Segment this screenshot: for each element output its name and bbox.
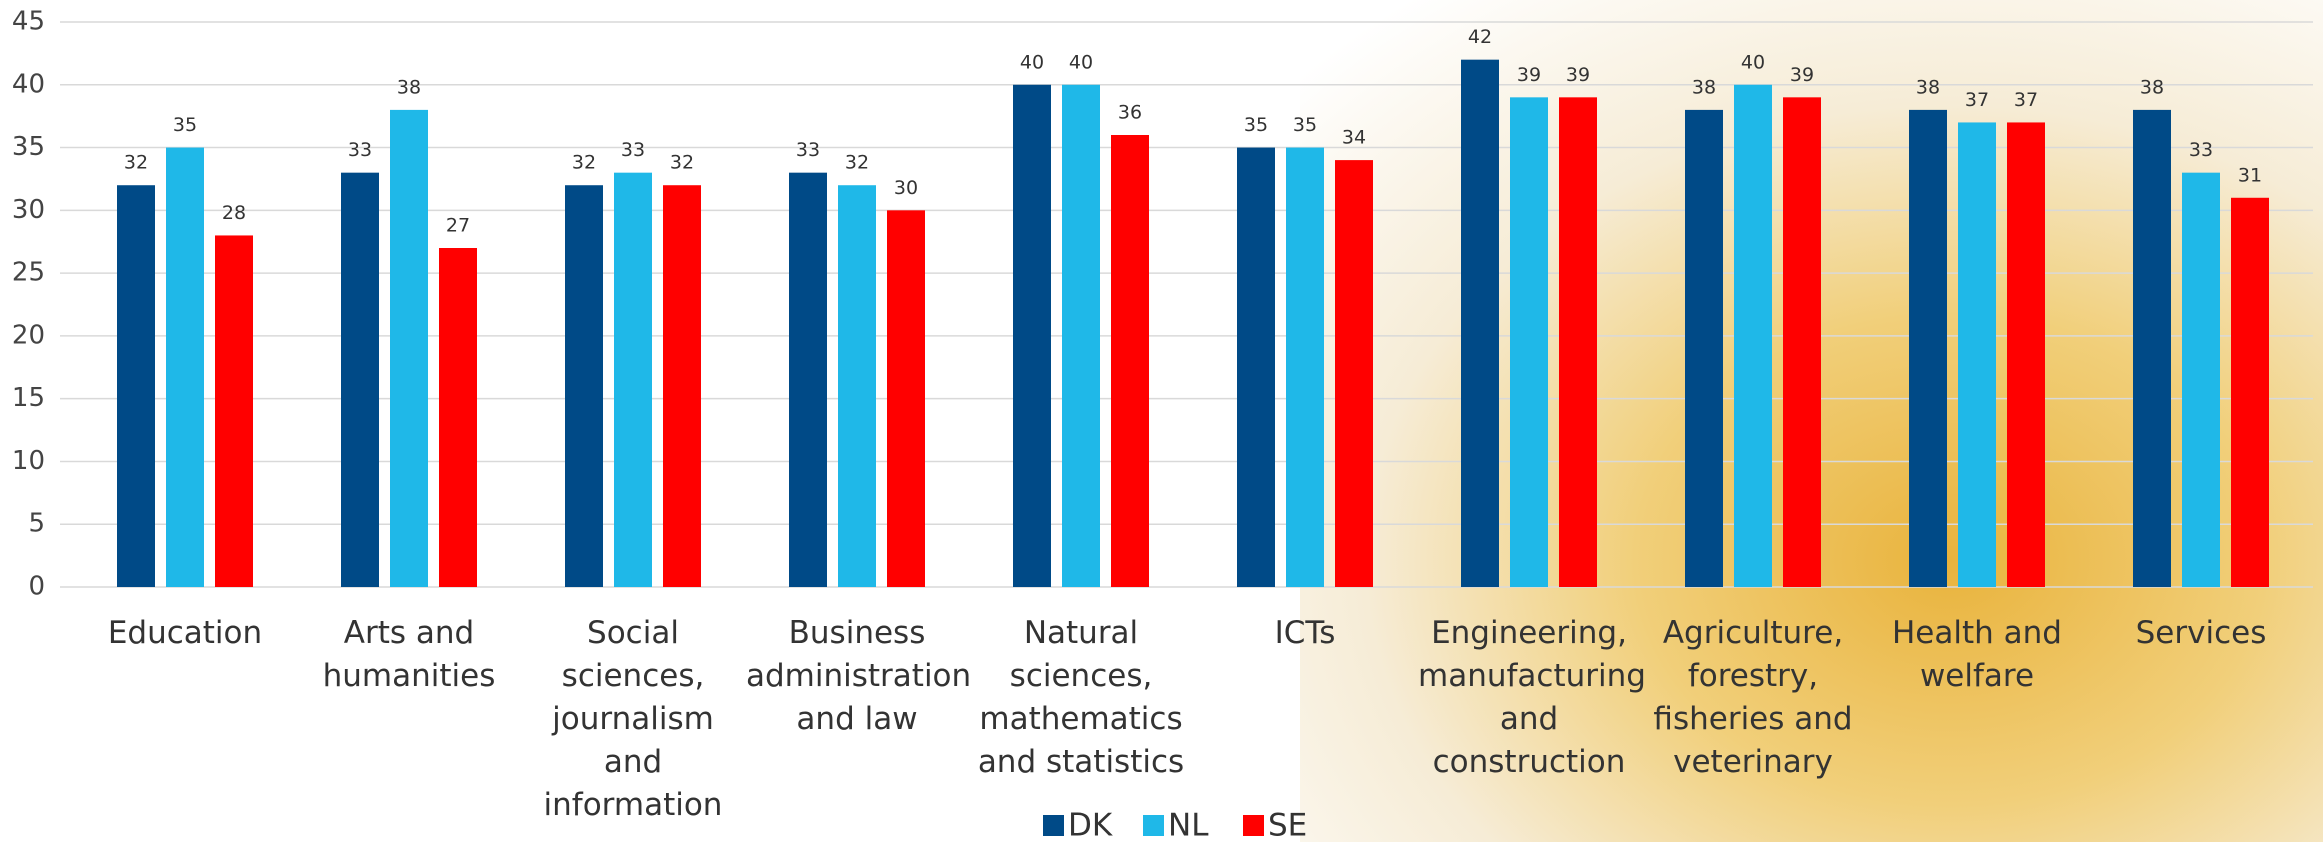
value-label: 37 [1965,89,1989,111]
bar [2133,110,2171,587]
bar [166,148,204,587]
bar [2182,173,2220,587]
y-tick-label: 20 [12,320,45,350]
x-tick-label: Health and welfare [1866,612,2088,698]
value-label: 39 [1566,64,1590,86]
x-tick-label: Services [2090,612,2312,655]
value-label: 38 [1916,76,1940,98]
value-label: 35 [1293,114,1317,136]
bar [1734,85,1772,587]
bar [2231,198,2269,587]
x-tick-label: Business administration and law [746,612,968,741]
bar [1111,135,1149,587]
value-label: 28 [222,202,246,224]
x-tick-label: Education [74,612,296,655]
value-label: 32 [572,152,596,174]
y-tick-label: 30 [12,195,45,225]
value-label: 35 [173,114,197,136]
value-label: 32 [670,152,694,174]
bar [1062,85,1100,587]
value-label: 40 [1741,51,1765,73]
bar [439,248,477,587]
y-tick-label: 10 [12,446,45,476]
bar [2007,122,2045,587]
y-tick-label: 40 [12,69,45,99]
value-label: 33 [2189,139,2213,161]
x-tick-label: Arts and humanities [298,612,520,698]
legend-swatch [1143,815,1164,836]
value-label: 38 [397,76,421,98]
legend-swatch [1043,815,1064,836]
value-label: 40 [1020,51,1044,73]
bar [1559,97,1597,587]
y-tick-label: 15 [12,383,45,413]
bar [1783,97,1821,587]
bar [215,235,253,587]
y-tick-label: 45 [12,7,45,37]
value-label: 32 [124,152,148,174]
value-label: 33 [796,139,820,161]
value-label: 31 [2238,164,2262,186]
bar [1335,160,1373,587]
bar [663,185,701,587]
legend-swatch [1243,815,1264,836]
x-tick-label: Natural sciences, mathematics and statis… [970,612,1192,784]
value-label: 38 [2140,76,2164,98]
bar [1013,85,1051,587]
bar [565,185,603,587]
legend-label: NL [1168,808,1209,842]
value-label: 34 [1342,127,1366,149]
bar [1958,122,1996,587]
bar [1461,60,1499,587]
bar [1909,110,1947,587]
bar [390,110,428,587]
value-label: 35 [1244,114,1268,136]
y-tick-label: 0 [28,572,45,602]
legend-label: DK [1068,808,1113,842]
legend-label: SE [1268,808,1307,842]
bar [1510,97,1548,587]
y-tick-label: 25 [12,258,45,288]
x-tick-label: Social sciences, journalism and informat… [522,612,744,827]
x-tick-label: ICTs [1194,612,1416,655]
bar [1685,110,1723,587]
bar [1237,148,1275,587]
bar [117,185,155,587]
value-label: 37 [2014,89,2038,111]
value-label: 30 [894,177,918,199]
bar [887,210,925,587]
bar [838,185,876,587]
bar [341,173,379,587]
value-label: 38 [1692,76,1716,98]
value-label: 40 [1069,51,1093,73]
x-tick-label: Agriculture, forestry, fisheries and vet… [1642,612,1864,784]
bar [789,173,827,587]
value-label: 33 [348,139,372,161]
value-label: 32 [845,152,869,174]
chart: 0 5 10 15 20 25 30 35 40 45 32 35 28 33 38 27 32 33 32 33 32… [0,0,2323,842]
y-tick-label: 5 [28,509,45,539]
bar [614,173,652,587]
value-label: 27 [446,215,470,237]
value-label: 42 [1468,26,1492,48]
value-label: 33 [621,139,645,161]
value-label: 36 [1118,102,1142,124]
value-label: 39 [1790,64,1814,86]
value-label: 39 [1517,64,1541,86]
x-tick-label: Engineering, manufacturing and construct… [1418,612,1640,784]
bar [1286,148,1324,587]
y-tick-label: 35 [12,132,45,162]
